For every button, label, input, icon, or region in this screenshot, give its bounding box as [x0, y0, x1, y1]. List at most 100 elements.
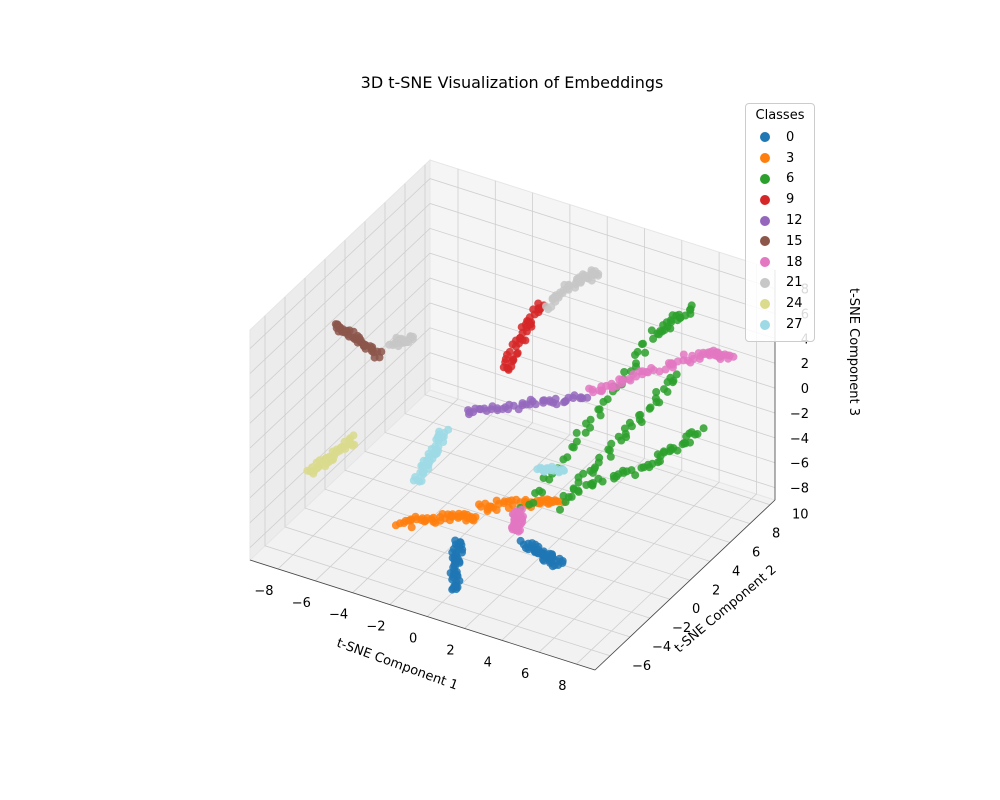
legend-title: Classes: [755, 108, 805, 123]
data-point: [538, 488, 547, 497]
cluster-class-6: [556, 370, 681, 514]
legend-item-27: 27: [746, 314, 814, 335]
legend-marker: [760, 153, 770, 164]
legend-marker: [760, 132, 770, 143]
data-point: [594, 474, 603, 483]
data-point: [574, 487, 583, 496]
data-point: [675, 310, 684, 319]
x-tick-label: −8: [254, 584, 273, 599]
data-point: [607, 439, 616, 448]
grid-line-z: [249, 203, 776, 374]
legend-label: 24: [786, 296, 803, 312]
data-point: [729, 352, 738, 361]
legend: Classes 0 3 6 9 12 15 18 21 24 27: [745, 103, 815, 342]
x-axis-label: t-SNE Component 1: [334, 636, 459, 694]
z-axis-label: t-SNE Component 3: [846, 288, 861, 416]
grid-line-y: [364, 221, 711, 562]
y-tick-label: 10: [792, 508, 809, 523]
data-point: [639, 339, 647, 348]
chart-title: 3D t-SNE Visualization of Embeddings: [361, 73, 664, 92]
grid-line-y: [344, 240, 691, 581]
legend-marker: [760, 257, 770, 268]
data-point: [663, 387, 672, 396]
data-point: [529, 498, 538, 507]
legend-marker: [760, 194, 770, 205]
data-point: [585, 384, 594, 393]
cluster-class-27: [533, 462, 568, 477]
x-tick-label: 6: [521, 667, 529, 682]
data-point: [466, 512, 475, 521]
data-point: [515, 510, 524, 519]
legend-item-9: 9: [746, 189, 814, 210]
legend-label: 18: [786, 254, 803, 270]
cluster-class-12: [464, 391, 592, 419]
data-point: [480, 404, 489, 413]
grid-line-y: [284, 296, 631, 638]
data-point: [625, 418, 634, 427]
data-point: [518, 401, 527, 410]
cluster-class-6: [569, 424, 708, 496]
data-point: [407, 523, 416, 532]
data-point: [492, 506, 501, 514]
cluster-class-0: [516, 536, 567, 571]
data-point: [373, 347, 382, 356]
x-tick-label: −2: [366, 620, 385, 635]
grid-line-x: [538, 252, 720, 653]
data-point: [446, 511, 455, 520]
data-point: [580, 271, 589, 280]
data-point: [370, 353, 379, 362]
legend-marker: [760, 277, 770, 288]
data-point: [620, 424, 629, 433]
data-point: [550, 561, 559, 570]
data-point: [651, 394, 660, 403]
z-tick-label: −8: [790, 482, 809, 497]
cluster-class-18: [507, 505, 527, 536]
z-tick-label: 0: [801, 382, 809, 397]
data-point: [558, 559, 567, 567]
grid-line-z: [249, 178, 776, 349]
data-point: [524, 545, 533, 554]
legend-item-12: 12: [746, 210, 814, 231]
data-point: [652, 388, 661, 396]
data-point: [451, 536, 460, 545]
data-point: [570, 391, 579, 400]
data-point: [345, 326, 354, 335]
data-point: [583, 393, 592, 402]
data-point: [669, 444, 678, 453]
data-point: [524, 539, 533, 548]
grid-line-y: [264, 315, 611, 657]
data-point: [574, 275, 583, 284]
z-tick-label: 2: [801, 357, 809, 372]
grid-line-x: [352, 192, 533, 593]
y-tick-label: 6: [752, 546, 760, 561]
cluster-class-3: [391, 509, 480, 532]
data-point: [576, 393, 585, 402]
x-tick-label: −4: [329, 608, 348, 623]
data-point: [545, 396, 554, 405]
legend-label: 6: [786, 171, 795, 187]
y-tick-label: −2: [672, 621, 691, 636]
y-tick-label: 2: [712, 583, 720, 598]
data-point: [607, 379, 616, 388]
data-point: [687, 428, 696, 437]
legend-item-15: 15: [746, 231, 814, 252]
x-tick-label: 0: [409, 632, 417, 647]
data-point: [569, 443, 578, 452]
data-point: [513, 349, 521, 358]
data-point: [504, 405, 513, 414]
legend-item-6: 6: [746, 169, 814, 190]
z-tick-label: −2: [790, 407, 809, 422]
data-point: [591, 267, 600, 276]
data-point: [595, 453, 604, 462]
data-point: [431, 442, 440, 451]
data-point: [556, 505, 564, 514]
x-tick-label: 2: [446, 643, 454, 658]
data-point: [531, 400, 540, 409]
legend-marker: [760, 215, 770, 226]
z-tick-label: −6: [790, 457, 809, 472]
data-point: [567, 492, 576, 501]
y-tick-label: −4: [652, 640, 671, 655]
data-point: [438, 510, 447, 518]
data-point: [349, 431, 358, 440]
